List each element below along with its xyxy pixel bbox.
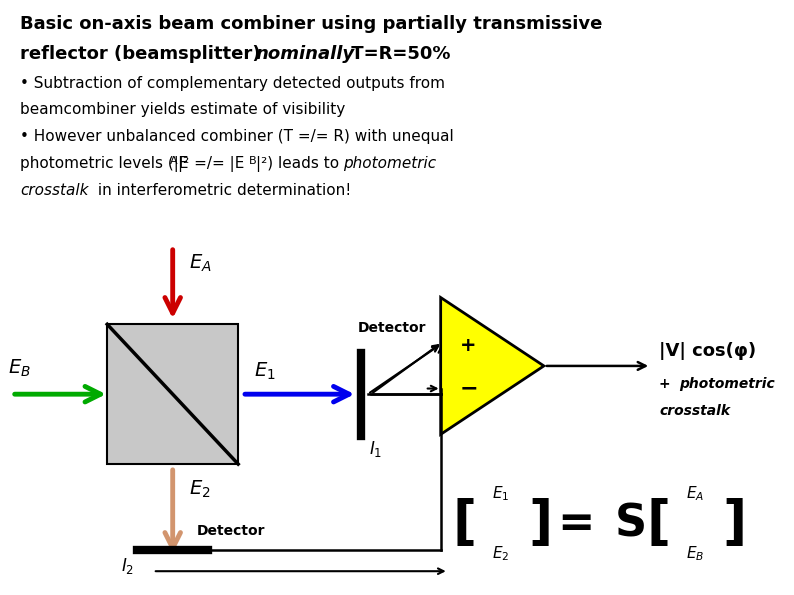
Text: reflector (beamsplitter): reflector (beamsplitter) [20,45,273,62]
Text: photometric: photometric [679,377,775,391]
Text: • Subtraction of complementary detected outputs from: • Subtraction of complementary detected … [20,76,445,90]
Text: Detector: Detector [357,321,426,334]
Text: beamcombiner yields estimate of visibility: beamcombiner yields estimate of visibili… [20,102,345,117]
Text: Detector: Detector [197,524,265,538]
Text: crosstalk: crosstalk [659,403,730,418]
Text: +: + [461,336,476,355]
Text: $I_1$: $I_1$ [369,439,383,459]
Text: A: A [170,156,178,166]
Text: photometric: photometric [343,156,436,171]
Text: photometric levels (|E: photometric levels (|E [20,156,188,172]
Text: $I_2$: $I_2$ [121,556,134,577]
Text: $E_2$: $E_2$ [189,479,210,500]
Text: [: [ [647,497,671,550]
Text: S: S [615,502,647,545]
Text: ]: ] [723,497,746,550]
Bar [107,324,238,464]
Text: $E_B$: $E_B$ [8,358,31,380]
Text: $E_A$: $E_A$ [189,253,211,274]
Text: • However unbalanced combiner (T =/= R) with unequal: • However unbalanced combiner (T =/= R) … [20,129,453,144]
Text: |²) leads to: |²) leads to [256,156,345,172]
Text: $E_A$: $E_A$ [686,484,703,503]
Text: −: − [459,378,478,399]
Text: |² =/= |E: |² =/= |E [178,156,245,172]
Text: B: B [249,156,256,166]
Text: $E_1$: $E_1$ [254,361,276,382]
Text: $E_B$: $E_B$ [685,544,704,563]
Text: crosstalk: crosstalk [20,183,88,198]
Text: $E_1$: $E_1$ [491,484,509,503]
Polygon shape [441,298,544,434]
Text: Basic on-axis beam combiner using partially transmissive: Basic on-axis beam combiner using partia… [20,15,602,33]
Text: nominally: nominally [256,45,355,62]
Text: [: [ [453,497,476,550]
Text: ]: ] [528,497,552,550]
Text: |V| cos(φ): |V| cos(φ) [659,342,756,360]
Text: T=R=50%: T=R=50% [345,45,451,62]
Text: in interferometric determination!: in interferometric determination! [93,183,351,198]
Text: $E_2$: $E_2$ [491,544,509,563]
Text: =: = [557,502,595,545]
Text: +: + [659,377,676,391]
